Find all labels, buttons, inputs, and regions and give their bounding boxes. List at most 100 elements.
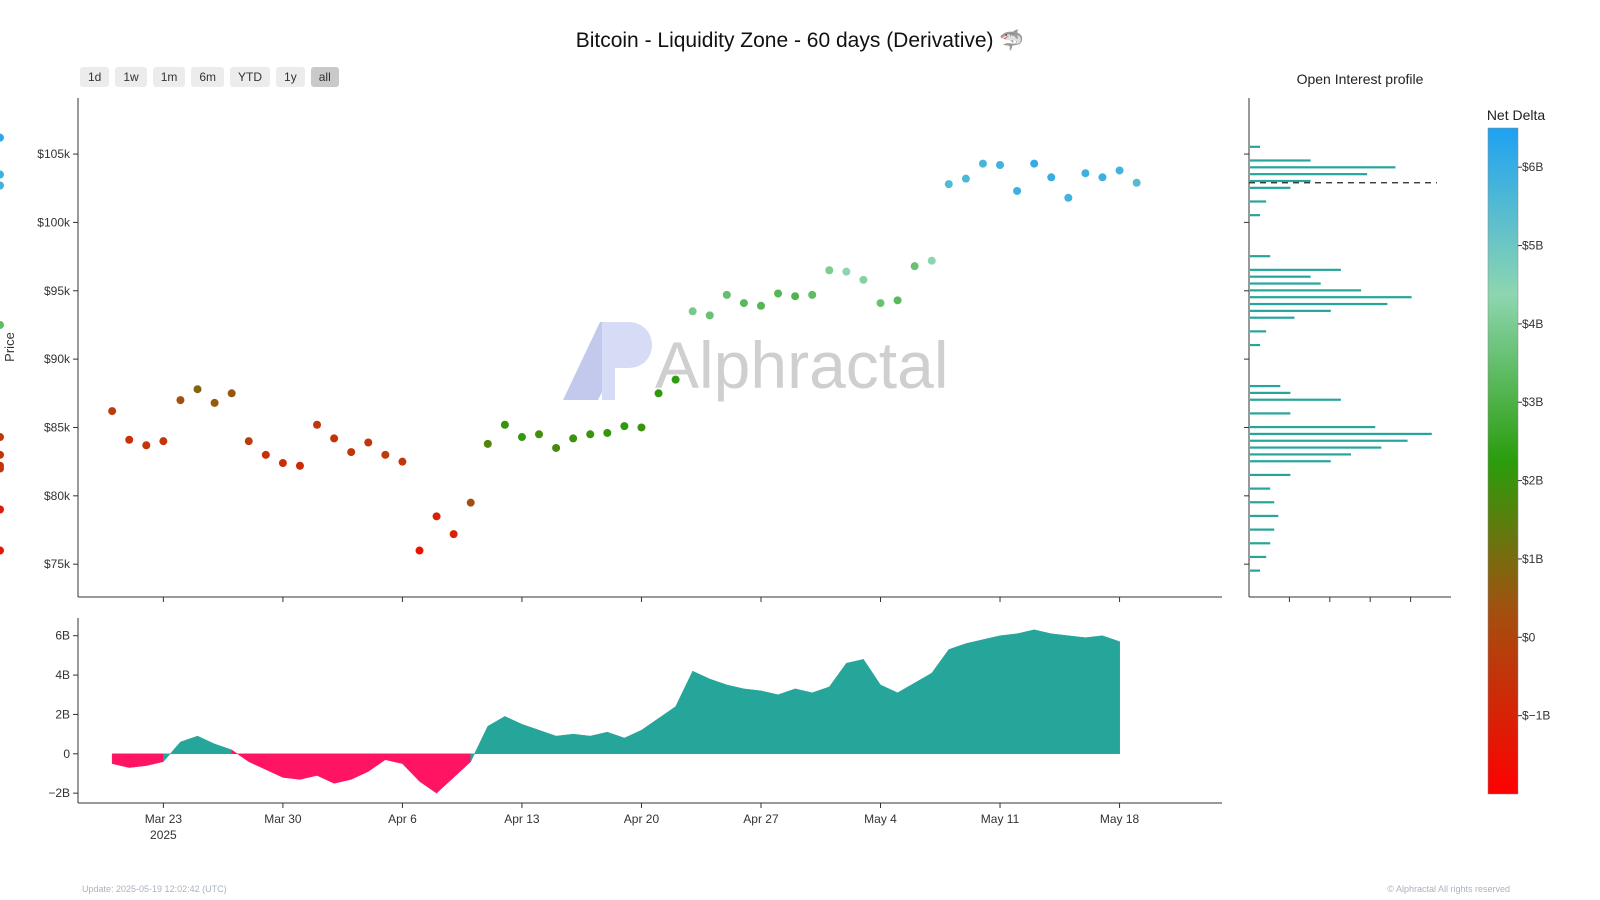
oi-bar: [1250, 200, 1267, 203]
shark-icon: 🦈: [999, 30, 1025, 52]
range-button-1m[interactable]: 1m: [152, 67, 186, 87]
colorbar-ticks: $−1B $0 $1B $2B $3B $4B $5B $6B: [1518, 160, 1550, 723]
oi-bars: [1249, 145, 1437, 572]
oi-bar: [1250, 330, 1267, 333]
price-y-tick-label: $105k: [37, 147, 71, 161]
price-point: [1013, 186, 1022, 195]
range-button-ytd[interactable]: YTD: [230, 67, 271, 87]
oi-bar: [1250, 166, 1396, 169]
net-delta-segment: [863, 658, 881, 755]
net-delta-segment: [282, 753, 301, 780]
net-delta-segment: [658, 706, 676, 755]
price-point: [791, 292, 800, 301]
price-point: [1047, 173, 1056, 182]
price-y-tick-label: $80k: [44, 489, 71, 503]
net-delta-segment: [914, 672, 932, 755]
price-point: [910, 262, 919, 271]
net-delta-segment: [777, 688, 796, 755]
price-axis-label: Price: [2, 332, 17, 362]
price-point: [825, 266, 834, 275]
net-delta-segment: [846, 659, 864, 755]
oi-bar: [1250, 569, 1261, 572]
net-delta-segment: [470, 726, 489, 762]
oi-bar: [1250, 501, 1275, 504]
price-point: [0, 320, 4, 329]
net-delta-segment: [589, 731, 608, 755]
range-button-1d[interactable]: 1d: [80, 67, 110, 87]
price-point: [244, 437, 253, 446]
net-delta-segment: [248, 753, 267, 770]
alphractal-watermark: Alphractal: [563, 322, 949, 402]
price-point: [0, 505, 4, 514]
oi-bar: [1250, 173, 1368, 176]
chart-title-text: Bitcoin - Liquidity Zone - 60 days (Deri…: [575, 29, 994, 52]
net-delta-segment: [794, 688, 813, 755]
net-delta-segment: [982, 635, 1001, 755]
colorbar-tick-label: $6B: [1522, 160, 1543, 174]
oi-bar: [1250, 275, 1311, 278]
price-y-tick-label: $100k: [37, 215, 71, 229]
colorbar-tick-label: $5B: [1522, 239, 1543, 253]
price-point: [859, 275, 868, 284]
net-delta-segment: [128, 753, 147, 768]
net-delta-segment: [931, 648, 950, 755]
watermark-logo-a: [563, 322, 628, 400]
range-button-6m[interactable]: 6m: [191, 67, 225, 87]
oi-bar: [1250, 528, 1275, 531]
colorbar-title: Net Delta: [1487, 107, 1546, 123]
oi-bar: [1250, 555, 1267, 559]
price-point: [808, 290, 817, 299]
oi-bar: [1250, 179, 1311, 183]
oi-bar: [1250, 343, 1261, 347]
price-point: [944, 180, 953, 189]
delta-axes: [77, 618, 1222, 804]
price-point: [278, 459, 287, 468]
net-delta-segment: [146, 753, 164, 766]
net-delta-segment: [265, 753, 284, 778]
range-button-1y[interactable]: 1y: [276, 67, 305, 87]
net-delta-segment: [692, 670, 711, 755]
delta-y-ticks: −2B 0 2B 4B 6B: [48, 629, 78, 800]
price-point: [295, 461, 304, 470]
price-series: [0, 133, 1141, 555]
x-tick-label: Mar 23: [145, 812, 183, 826]
oi-axes: [1248, 98, 1451, 598]
net-delta-segment: [1016, 629, 1035, 755]
price-point: [0, 170, 4, 179]
net-delta-segment: [197, 735, 215, 755]
net-delta-segment: [726, 684, 745, 755]
price-point: [1132, 178, 1141, 187]
price-point: [449, 530, 458, 539]
range-selector: 1d 1w 1m 6m YTD 1y all: [80, 67, 339, 87]
price-point: [330, 434, 339, 443]
price-point: [586, 430, 595, 439]
range-button-1w[interactable]: 1w: [115, 67, 147, 87]
oi-bar: [1250, 487, 1271, 490]
net-delta-segment: [111, 753, 130, 768]
price-point: [210, 398, 219, 407]
oi-bar: [1250, 473, 1291, 477]
x-tick-label: May 4: [864, 812, 897, 826]
oi-bar: [1250, 309, 1331, 312]
price-point: [842, 267, 851, 276]
oi-bar: [1250, 514, 1279, 518]
oi-ticks: [1244, 153, 1412, 602]
price-point: [432, 512, 441, 521]
oi-bar: [1250, 432, 1432, 436]
oi-bar: [1250, 391, 1291, 394]
oi-bar: [1250, 289, 1362, 292]
price-point: [500, 420, 509, 429]
price-point: [637, 423, 646, 432]
price-y-ticks: $75k $80k $85k $90k $95k $100k $105k: [37, 147, 78, 571]
delta-y-tick-label: 2B: [55, 707, 70, 721]
watermark-text: Alphractal: [655, 328, 949, 402]
oi-bar: [1250, 296, 1412, 299]
range-button-all[interactable]: all: [310, 67, 339, 87]
price-point: [415, 546, 424, 555]
x-tick-label: May 18: [1100, 812, 1140, 826]
price-point: [996, 160, 1005, 169]
delta-y-tick-label: 4B: [55, 668, 70, 682]
net-delta-segment: [163, 741, 181, 763]
price-point: [1115, 166, 1124, 175]
price-point: [927, 256, 936, 265]
